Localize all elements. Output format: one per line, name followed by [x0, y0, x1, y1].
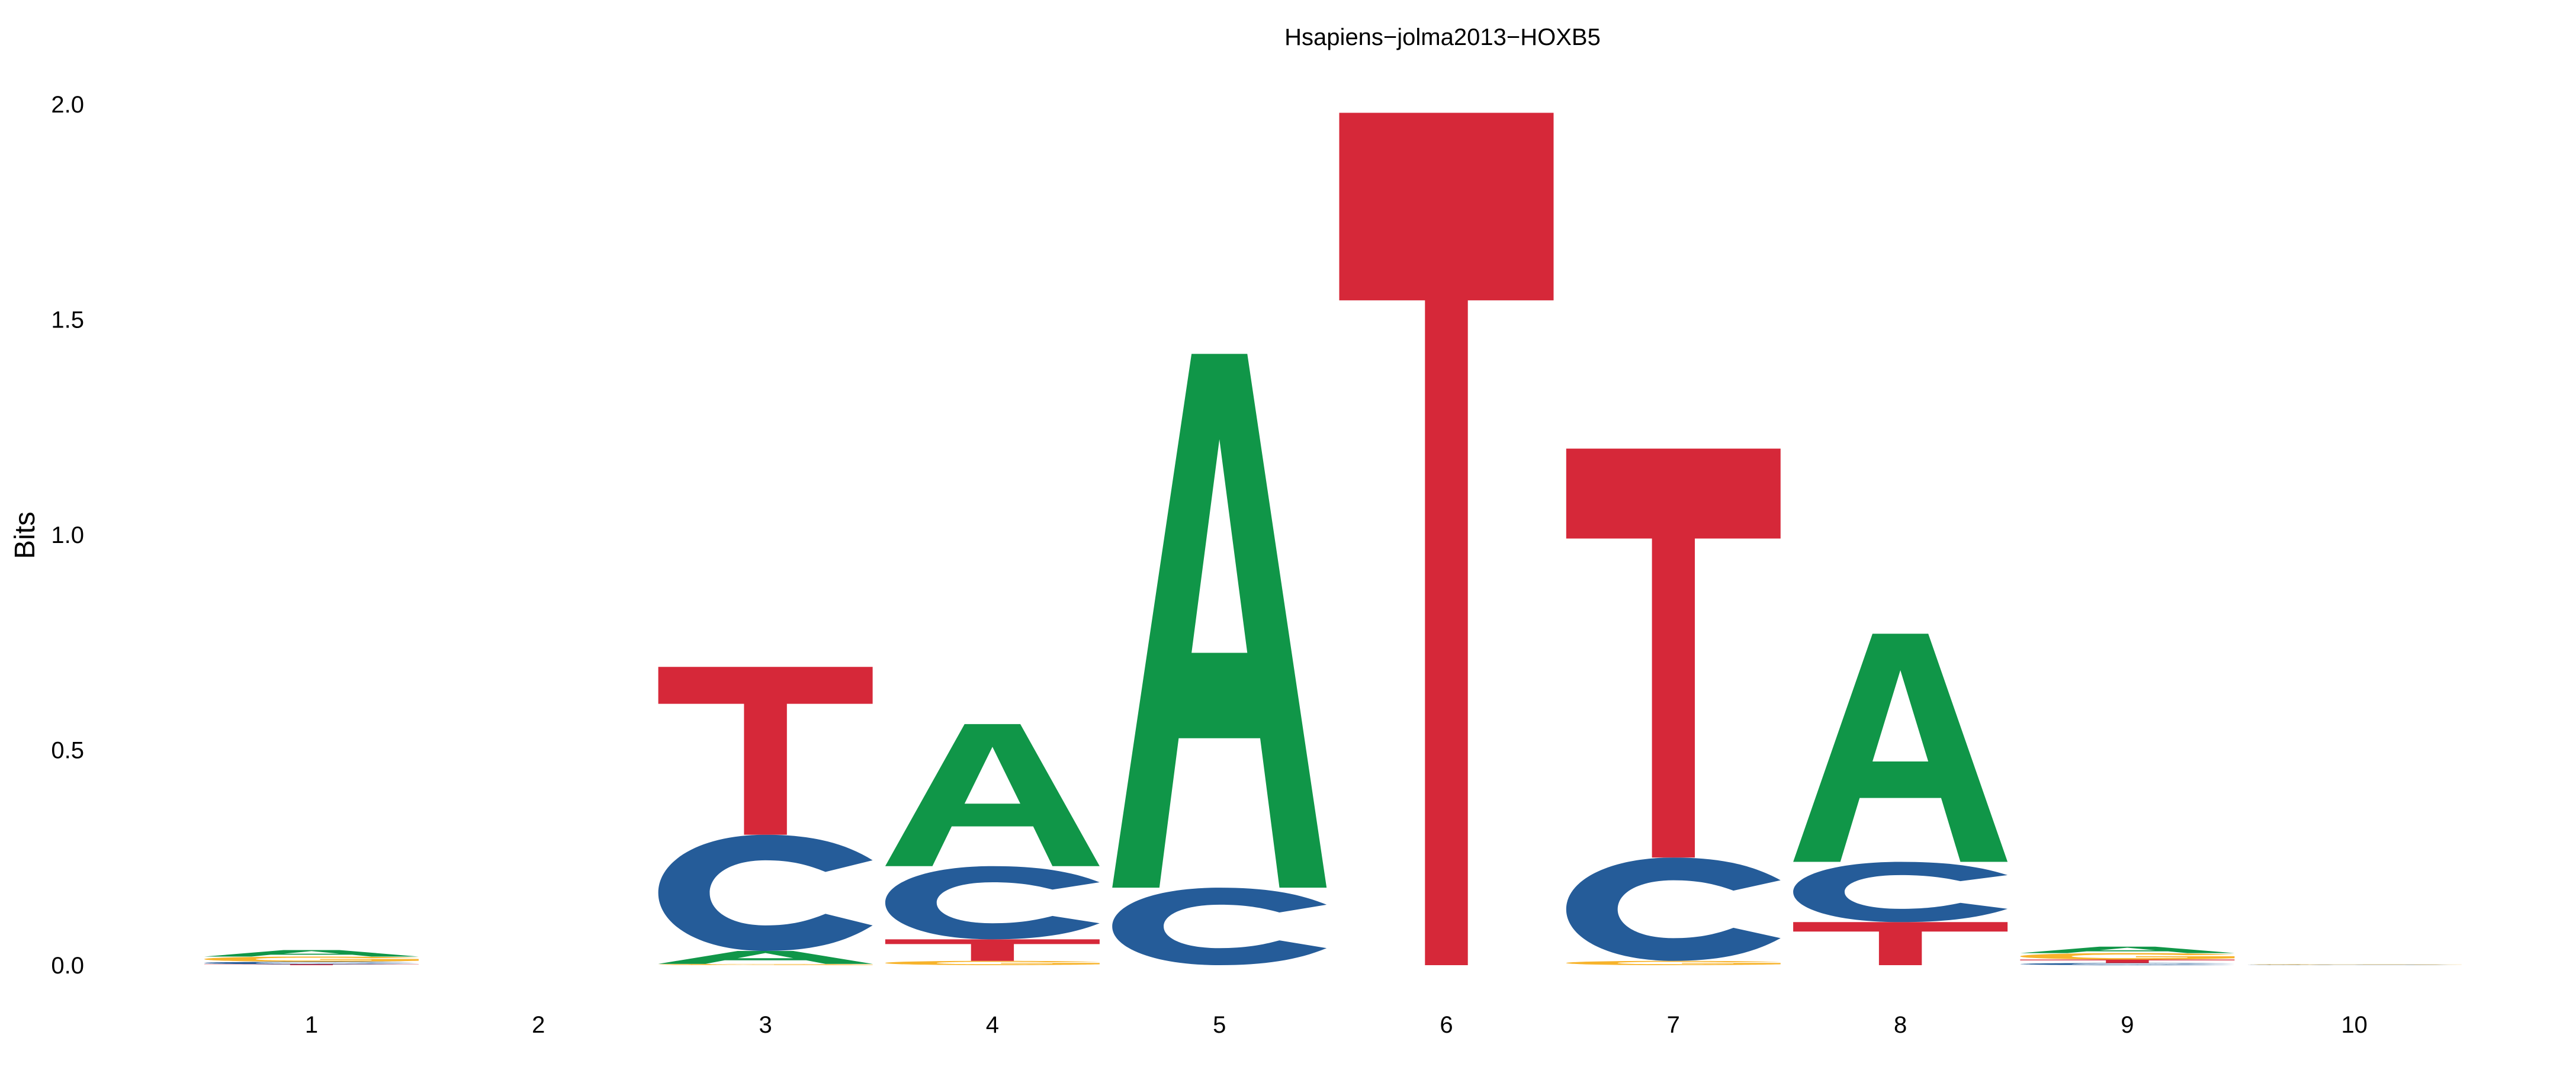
y-tick-label: 0.5 — [51, 738, 84, 764]
logo-letter-G-pos-4 — [885, 960, 1100, 965]
y-axis-ticks: 0.0 0.5 1.0 1.5 2.0 — [51, 92, 84, 979]
logo-letter-A-pos-4 — [885, 724, 1100, 866]
logo-letter-T-pos-7 — [1566, 448, 1781, 858]
logo-letter-C-pos-7 — [1566, 857, 1781, 961]
x-tick-label: 10 — [2341, 1012, 2368, 1038]
logo-letter-A-pos-8 — [1793, 634, 2008, 862]
logo-letter-C-pos-8 — [1793, 862, 2008, 923]
x-axis-ticks: 1 2 3 4 5 6 7 8 9 10 — [305, 1012, 2368, 1038]
logo-letter-A-pos-3 — [658, 951, 873, 964]
logo-letter-G-pos-3 — [658, 963, 873, 965]
logo-letter-A-pos-9 — [2020, 946, 2235, 953]
logo-letter-C-pos-5 — [1112, 888, 1327, 965]
y-tick-label: 1.0 — [51, 522, 84, 548]
y-axis-label: Bits — [9, 512, 41, 559]
x-tick-label: 7 — [1667, 1012, 1680, 1038]
chart-title: Hsapiens−jolma2013−HOXB5 — [1284, 24, 1601, 50]
logo-letter-A-pos-1 — [204, 950, 419, 957]
x-tick-label: 3 — [759, 1012, 772, 1038]
x-tick-label: 2 — [532, 1012, 545, 1038]
x-tick-label: 6 — [1440, 1012, 1453, 1038]
logo-letter-G-pos-9 — [2020, 953, 2235, 960]
logo-letter-T-pos-4 — [885, 939, 1100, 961]
logo-letter-A-pos-5 — [1112, 353, 1327, 888]
logo-letters — [204, 113, 2462, 965]
logo-letter-T-pos-9 — [2020, 959, 2235, 963]
logo-letter-C-pos-9 — [2020, 963, 2235, 965]
logo-letter-T-pos-3 — [658, 667, 873, 835]
y-tick-label: 2.0 — [51, 92, 84, 118]
x-tick-label: 8 — [1894, 1012, 1907, 1038]
x-tick-label: 5 — [1213, 1012, 1226, 1038]
logo-letter-G-pos-7 — [1566, 960, 1781, 965]
x-tick-label: 4 — [986, 1012, 999, 1038]
logo-letter-T-pos-6 — [1339, 113, 1554, 965]
logo-letter-G-pos-1 — [204, 956, 419, 962]
logo-letter-C-pos-1 — [204, 962, 419, 965]
logo-letter-C-pos-3 — [658, 834, 873, 952]
x-tick-label: 1 — [305, 1012, 318, 1038]
logo-letter-T-pos-8 — [1793, 922, 2008, 965]
logo-letter-C-pos-4 — [885, 866, 1100, 940]
x-tick-label: 9 — [2121, 1012, 2134, 1038]
y-tick-label: 1.5 — [51, 307, 84, 333]
y-tick-label: 0.0 — [51, 953, 84, 979]
